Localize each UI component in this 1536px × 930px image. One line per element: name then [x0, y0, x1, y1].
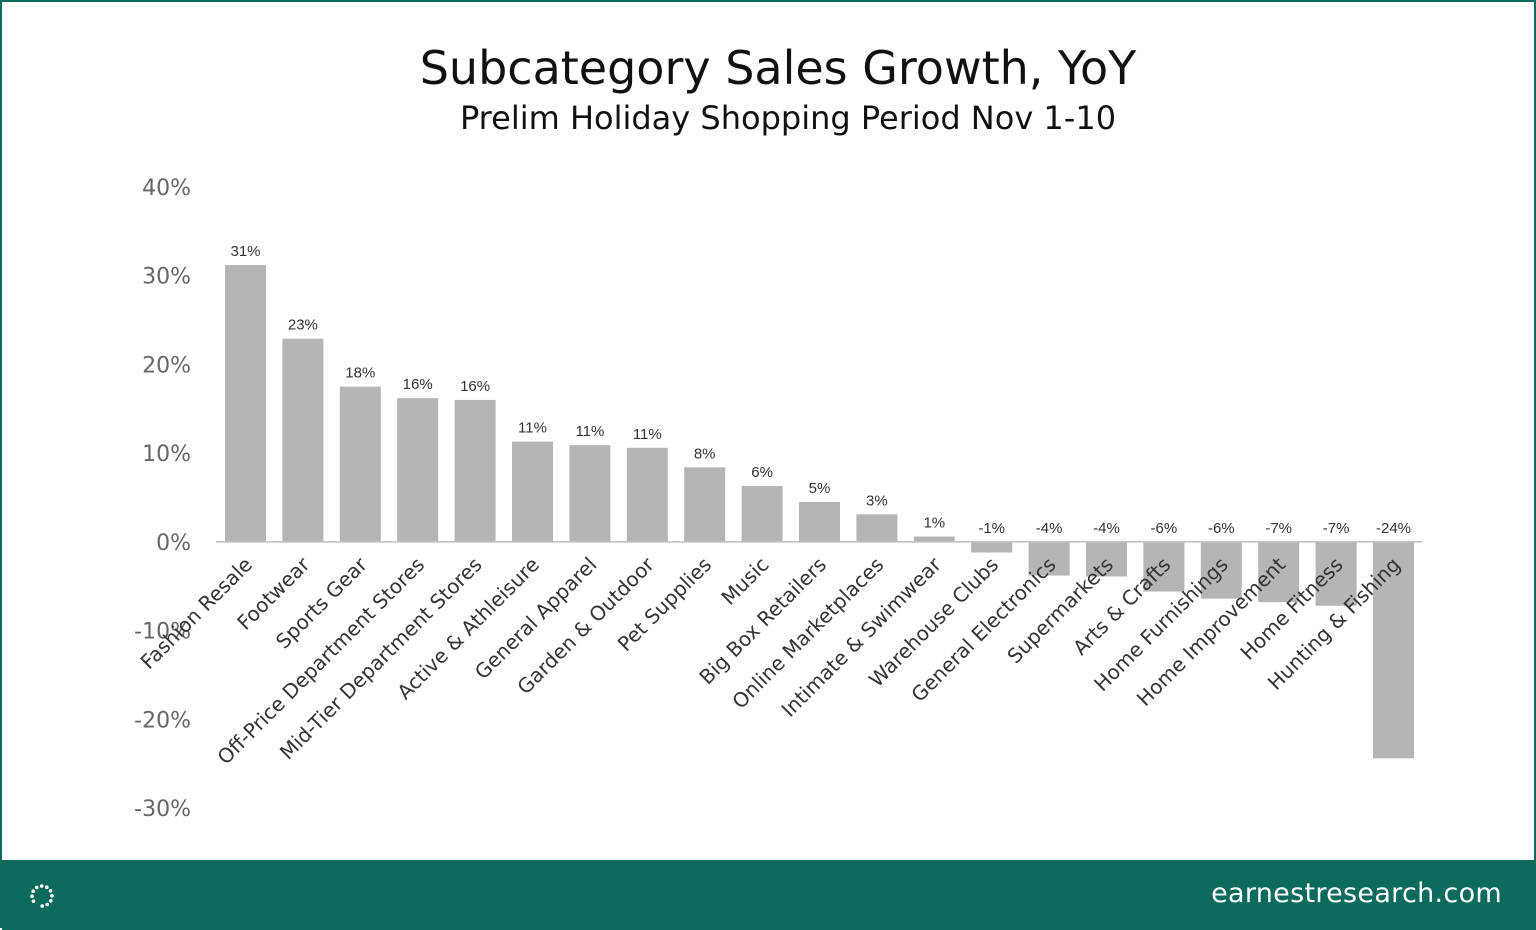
y-tick-label: -30%	[134, 797, 191, 822]
data-labels-group: 31% 23% 18% 16% 16% 11% 11% 11% 8% 6% 5% 3% 1% -1% -4%…	[230, 243, 1411, 537]
data-label: -7%	[1265, 520, 1292, 537]
logo-dot	[39, 884, 44, 888]
data-label: -24%	[1376, 520, 1411, 537]
bar	[225, 265, 266, 542]
bar	[1086, 541, 1127, 577]
chart-title: Subcategory Sales Growth, YoY	[420, 41, 1137, 95]
y-tick-label: -10%	[134, 620, 191, 645]
y-tick-label: 20%	[142, 353, 191, 378]
bar	[741, 485, 783, 542]
logo-dot	[48, 898, 53, 903]
data-label: 11%	[575, 423, 604, 440]
data-label: 3%	[866, 492, 888, 509]
data-label: 5%	[809, 480, 831, 497]
data-label: 31%	[230, 243, 260, 260]
footer-bar: earnestresearch.com	[2, 860, 1536, 930]
bar	[1258, 541, 1300, 603]
y-tick-label: 40%	[142, 176, 191, 201]
bar	[1200, 541, 1242, 599]
y-axis: 40% 30% 20% 10% 0% -10% -20% -30%	[134, 176, 191, 822]
data-label: 11%	[633, 426, 662, 443]
bars-group	[225, 265, 1414, 759]
data-label: 6%	[751, 464, 773, 481]
bar	[971, 541, 1013, 553]
bar	[569, 445, 611, 542]
data-label: -4%	[1036, 520, 1063, 537]
chart-subtitle: Prelim Holiday Shopping Period Nov 1-10	[460, 99, 1116, 137]
logo-dot	[50, 893, 54, 898]
bar	[799, 501, 840, 542]
logo-dot	[44, 885, 49, 890]
logo-dot	[31, 889, 36, 894]
data-label: -1%	[978, 520, 1005, 537]
logo-dot	[34, 885, 39, 890]
data-label: -6%	[1208, 520, 1235, 537]
bar	[397, 398, 439, 542]
footer-url[interactable]: earnestresearch.com	[1211, 878, 1502, 909]
data-label: 23%	[288, 317, 318, 334]
bar	[339, 386, 381, 542]
data-label: 18%	[345, 365, 375, 382]
bar	[454, 399, 496, 542]
data-label: 11%	[518, 420, 547, 437]
y-tick-label: -20%	[134, 708, 191, 733]
bar	[1373, 541, 1414, 759]
logo-dot	[45, 902, 50, 907]
bar	[913, 536, 955, 542]
logo-dot	[30, 894, 34, 899]
data-label: 1%	[923, 515, 945, 532]
y-tick-label: 30%	[142, 265, 191, 290]
bar	[626, 447, 668, 542]
bar	[1028, 541, 1070, 576]
x-tick-label: Off-Price Department Stores	[212, 552, 429, 769]
data-label: -7%	[1323, 520, 1350, 537]
bar	[512, 441, 553, 542]
data-label: 16%	[403, 376, 433, 393]
bar-chart: Subcategory Sales Growth, YoY Prelim Hol…	[134, 41, 1422, 822]
bar	[684, 467, 726, 542]
data-label: -6%	[1151, 520, 1178, 537]
logo-dot	[48, 888, 53, 893]
bar	[1143, 541, 1185, 592]
logo-dot	[40, 904, 45, 908]
bar	[1315, 541, 1357, 606]
bar	[282, 338, 324, 542]
data-label: -4%	[1093, 520, 1120, 537]
logo-dot	[31, 899, 36, 904]
y-tick-label: 10%	[142, 442, 191, 467]
bar	[856, 514, 898, 542]
y-tick-label: 0%	[156, 531, 191, 556]
data-label: 8%	[694, 445, 716, 462]
earnest-dots-logo-icon	[30, 884, 54, 908]
data-label: 16%	[460, 378, 490, 395]
